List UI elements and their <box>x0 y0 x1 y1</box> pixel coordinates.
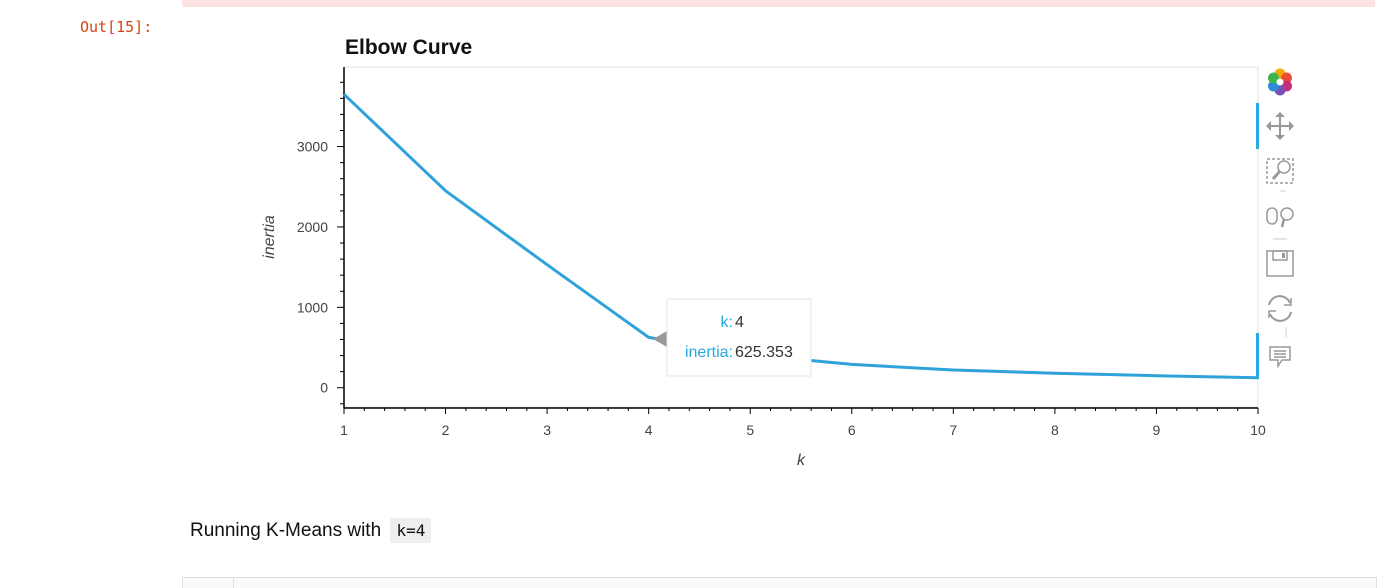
plot-toolbar <box>1256 68 1294 379</box>
data-point[interactable] <box>338 88 350 100</box>
x-tick-label: 6 <box>848 422 856 438</box>
tooltip-k-label: k: <box>721 314 733 331</box>
chart-title: Elbow Curve <box>345 36 472 59</box>
error-output-strip <box>182 0 1375 7</box>
markdown-text: Running K-Means with <box>190 520 382 541</box>
tooltip-box <box>666 298 812 377</box>
data-point[interactable] <box>643 331 655 343</box>
tooltip-k-value: 4 <box>735 314 744 331</box>
markdown-cell: Running K-Means with k=4 <box>190 518 432 543</box>
drag-tool-active-indicator <box>1256 103 1259 149</box>
wheel-zoom-icon[interactable] <box>1266 207 1294 228</box>
output-prompt: Out[15]: <box>80 18 153 36</box>
pan-icon[interactable] <box>1266 112 1294 140</box>
axes: 1 2 3 4 5 6 7 8 9 10 0 1000 2000 3000 <box>297 67 1266 438</box>
tooltip-inertia-label: inertia: <box>685 344 733 361</box>
x-tick-label: 7 <box>949 422 957 438</box>
data-point[interactable] <box>1049 367 1061 379</box>
data-point[interactable] <box>541 259 553 271</box>
next-input-cell[interactable] <box>182 577 1377 588</box>
data-point[interactable] <box>846 358 858 370</box>
data-point[interactable] <box>947 364 959 376</box>
inspect-tool-active-indicator <box>1256 333 1259 379</box>
hover-tooltip: k: 4 inertia: 625.353 <box>653 298 812 377</box>
x-tick-label: 8 <box>1051 422 1059 438</box>
reset-icon[interactable] <box>1268 295 1292 322</box>
y-tick-label: 1000 <box>297 299 328 315</box>
x-tick-label: 4 <box>645 422 653 438</box>
hover-icon[interactable] <box>1269 346 1291 369</box>
box-zoom-icon[interactable] <box>1266 158 1294 184</box>
y-tick-label: 2000 <box>297 219 328 235</box>
x-tick-label: 5 <box>746 422 754 438</box>
inline-code: k=4 <box>390 518 432 543</box>
save-icon[interactable] <box>1266 250 1294 277</box>
y-tick-label: 0 <box>320 380 328 396</box>
data-point[interactable] <box>1150 370 1162 382</box>
x-tick-label: 9 <box>1153 422 1161 438</box>
x-tick-label: 1 <box>340 422 348 438</box>
tooltip-inertia-value: 625.353 <box>735 344 793 361</box>
x-axis-label: k <box>797 452 806 469</box>
x-tick-label: 2 <box>442 422 450 438</box>
input-cell-gutter <box>183 578 234 588</box>
bokeh-logo-icon[interactable] <box>1268 68 1292 96</box>
x-tick-label: 3 <box>543 422 551 438</box>
tooltip-arrow <box>653 331 667 347</box>
data-point[interactable] <box>440 185 452 197</box>
x-tick-label: 10 <box>1250 422 1266 438</box>
y-tick-label: 3000 <box>297 139 328 155</box>
y-axis-label: inertia <box>261 215 278 259</box>
